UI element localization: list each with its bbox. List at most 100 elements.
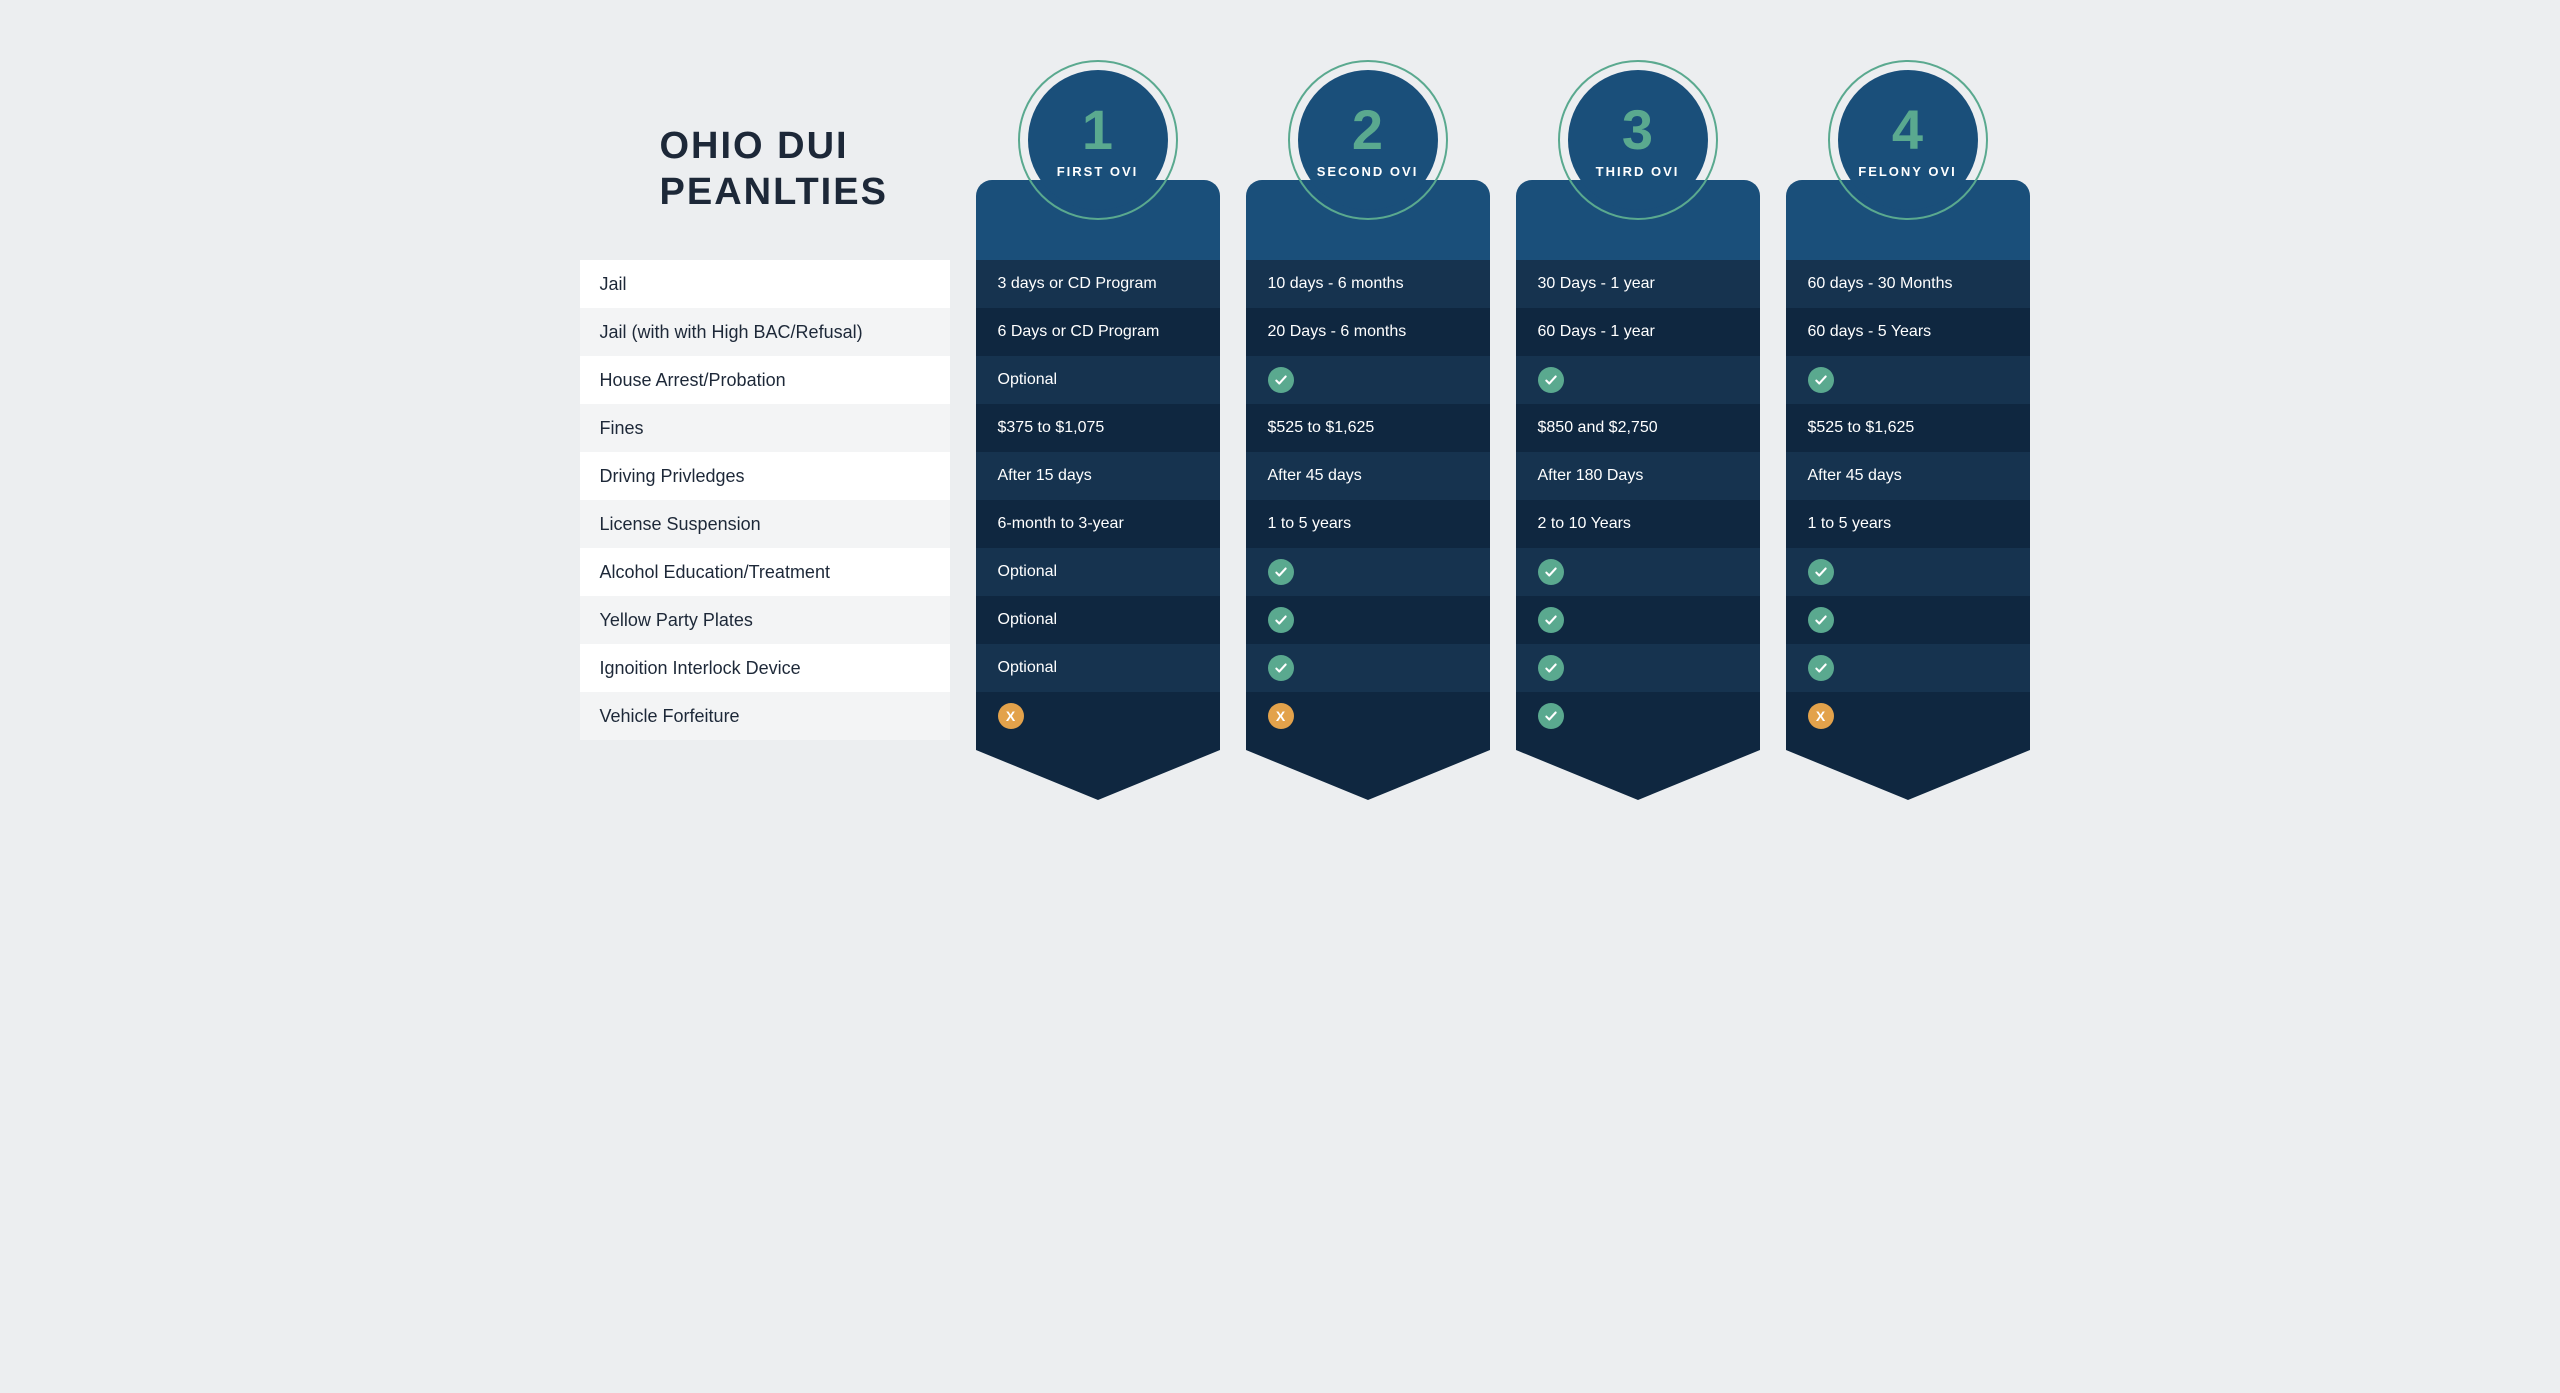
column-cells: 30 Days - 1 year 60 Days - 1 year $850 a… <box>1516 260 1760 740</box>
check-icon <box>1268 655 1294 681</box>
cell <box>1516 692 1760 740</box>
title-line-1: OHIO DUI <box>660 125 849 167</box>
check-icon <box>1268 607 1294 633</box>
cell: After 180 Days <box>1516 452 1760 500</box>
cell <box>1786 548 2030 596</box>
page-title: OHIO DUI PEANLTIES <box>580 60 950 260</box>
row-label: License Suspension <box>580 500 950 548</box>
cell: $525 to $1,625 <box>1786 404 2030 452</box>
title-line-2: PEANLTIES <box>660 171 888 213</box>
check-icon <box>1538 655 1564 681</box>
check-icon <box>1808 367 1834 393</box>
check-icon <box>1538 607 1564 633</box>
column-third-ovi: 3 THIRD OVI 30 Days - 1 year 60 Days - 1… <box>1516 60 1760 800</box>
row-label: Yellow Party Plates <box>580 596 950 644</box>
cell <box>1786 644 2030 692</box>
badge-label: FIRST OVI <box>1057 164 1139 179</box>
column-header: 3 THIRD OVI <box>1516 60 1760 260</box>
cross-icon: X <box>998 703 1024 729</box>
check-icon <box>1268 367 1294 393</box>
row-label: Jail <box>580 260 950 308</box>
cell: X <box>1786 692 2030 740</box>
cell <box>1786 596 2030 644</box>
row-label: Fines <box>580 404 950 452</box>
labels-column: OHIO DUI PEANLTIES Jail Jail (with with … <box>580 60 950 740</box>
column-header: 4 FELONY OVI <box>1786 60 2030 260</box>
cell <box>1246 356 1490 404</box>
check-icon <box>1268 559 1294 585</box>
column-felony-ovi: 4 FELONY OVI 60 days - 30 Months 60 days… <box>1786 60 2030 800</box>
badge-label: FELONY OVI <box>1858 164 1957 179</box>
cell: X <box>976 692 1220 740</box>
cell <box>1516 644 1760 692</box>
check-icon <box>1538 703 1564 729</box>
check-icon <box>1808 559 1834 585</box>
cell: X <box>1246 692 1490 740</box>
cell <box>1246 548 1490 596</box>
check-icon <box>1808 607 1834 633</box>
cell <box>1786 356 2030 404</box>
badge-circle: 3 THIRD OVI <box>1568 70 1708 210</box>
badge-circle: 1 FIRST OVI <box>1028 70 1168 210</box>
column-second-ovi: 2 SECOND OVI 10 days - 6 months 20 Days … <box>1246 60 1490 800</box>
badge-number: 2 <box>1352 102 1383 158</box>
cell: 30 Days - 1 year <box>1516 260 1760 308</box>
cross-icon: X <box>1808 703 1834 729</box>
badge-number: 4 <box>1892 102 1923 158</box>
cell <box>1516 356 1760 404</box>
cell: 10 days - 6 months <box>1246 260 1490 308</box>
check-icon <box>1808 655 1834 681</box>
column-chevron <box>1516 740 1760 800</box>
cell: 1 to 5 years <box>1246 500 1490 548</box>
badge-circle: 2 SECOND OVI <box>1298 70 1438 210</box>
cell: Optional <box>976 548 1220 596</box>
badge-number: 3 <box>1622 102 1653 158</box>
cell: Optional <box>976 596 1220 644</box>
column-cells: 10 days - 6 months 20 Days - 6 months $5… <box>1246 260 1490 740</box>
cell: 60 days - 30 Months <box>1786 260 2030 308</box>
cell <box>1246 644 1490 692</box>
row-label: House Arrest/Probation <box>580 356 950 404</box>
row-label: Driving Privledges <box>580 452 950 500</box>
cell <box>1246 596 1490 644</box>
cell: After 15 days <box>976 452 1220 500</box>
column-chevron <box>976 740 1220 800</box>
row-label: Jail (with with High BAC/Refusal) <box>580 308 950 356</box>
column-cells: 60 days - 30 Months 60 days - 5 Years $5… <box>1786 260 2030 740</box>
cell <box>1516 548 1760 596</box>
row-label: Vehicle Forfeiture <box>580 692 950 740</box>
cell: 60 Days - 1 year <box>1516 308 1760 356</box>
cell: 60 days - 5 Years <box>1786 308 2030 356</box>
cell: 3 days or CD Program <box>976 260 1220 308</box>
cell: 1 to 5 years <box>1786 500 2030 548</box>
row-label: Ignoition Interlock Device <box>580 644 950 692</box>
cell: Optional <box>976 644 1220 692</box>
cell: $525 to $1,625 <box>1246 404 1490 452</box>
row-labels-list: Jail Jail (with with High BAC/Refusal) H… <box>580 260 950 740</box>
cell: 20 Days - 6 months <box>1246 308 1490 356</box>
row-label: Alcohol Education/Treatment <box>580 548 950 596</box>
cell: 2 to 10 Years <box>1516 500 1760 548</box>
badge-number: 1 <box>1082 102 1113 158</box>
cell: 6-month to 3-year <box>976 500 1220 548</box>
cell: Optional <box>976 356 1220 404</box>
column-chevron <box>1786 740 2030 800</box>
column-chevron <box>1246 740 1490 800</box>
column-header: 1 FIRST OVI <box>976 60 1220 260</box>
infographic-canvas: OHIO DUI PEANLTIES Jail Jail (with with … <box>520 0 2041 812</box>
badge-label: THIRD OVI <box>1596 164 1680 179</box>
check-icon <box>1538 367 1564 393</box>
cell: $850 and $2,750 <box>1516 404 1760 452</box>
column-header: 2 SECOND OVI <box>1246 60 1490 260</box>
column-cells: 3 days or CD Program 6 Days or CD Progra… <box>976 260 1220 740</box>
badge-label: SECOND OVI <box>1317 164 1419 179</box>
cross-icon: X <box>1268 703 1294 729</box>
cell: After 45 days <box>1786 452 2030 500</box>
badge-circle: 4 FELONY OVI <box>1838 70 1978 210</box>
cell: 6 Days or CD Program <box>976 308 1220 356</box>
cell: $375 to $1,075 <box>976 404 1220 452</box>
cell: After 45 days <box>1246 452 1490 500</box>
column-first-ovi: 1 FIRST OVI 3 days or CD Program 6 Days … <box>976 60 1220 800</box>
check-icon <box>1538 559 1564 585</box>
comparison-grid: OHIO DUI PEANLTIES Jail Jail (with with … <box>580 60 1981 800</box>
